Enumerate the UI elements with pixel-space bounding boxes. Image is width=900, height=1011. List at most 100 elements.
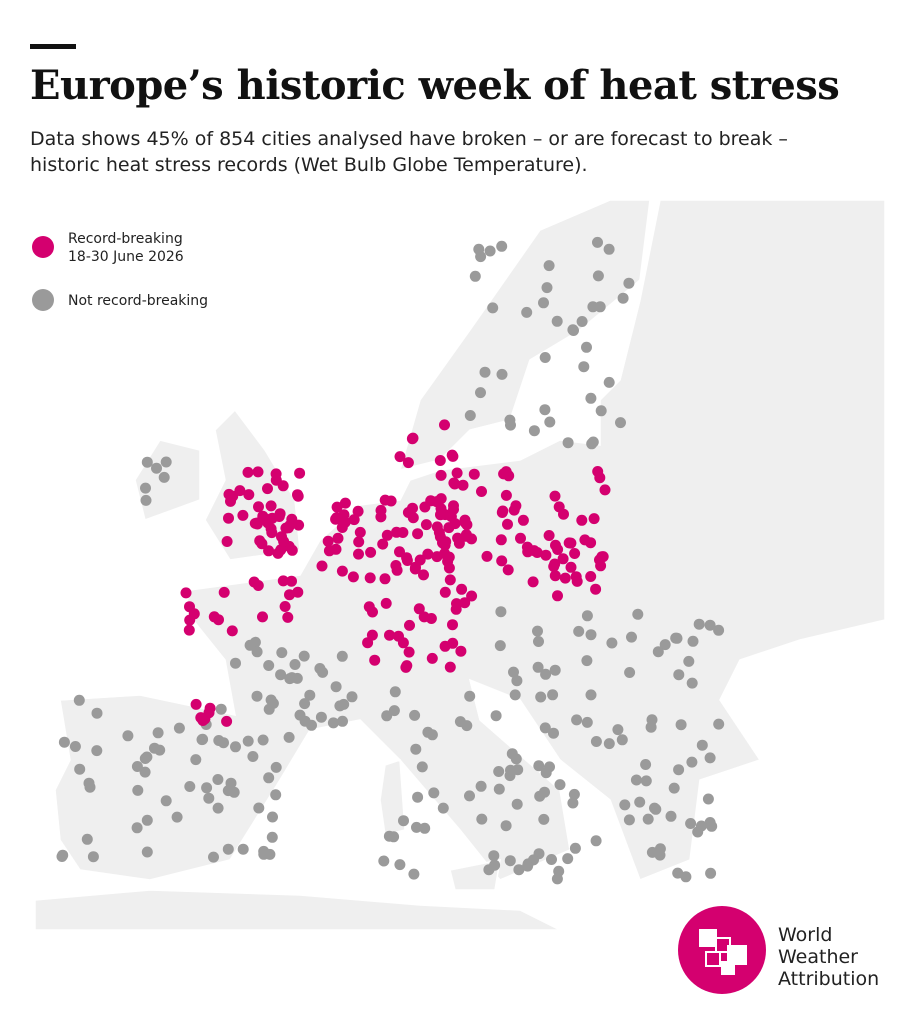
city-dot [654,849,666,861]
city-dot [552,590,563,602]
city-dot [435,493,447,505]
city-dot [685,818,697,829]
city-dot [286,672,298,684]
city-dot [576,514,588,526]
city-dot [595,405,607,417]
city-dot [149,742,160,754]
city-dot [581,610,593,622]
city-dot [457,479,469,491]
city-dot [366,629,378,641]
city-dot [632,608,644,620]
city-dot [208,611,220,623]
city-dot [451,467,463,479]
city-dot [615,417,626,429]
city-dot [299,698,311,710]
city-dot [218,586,230,598]
city-dot [277,480,289,492]
city-dot [459,597,471,609]
city-dot [626,631,637,643]
city-dot [347,571,359,583]
city-dot [215,703,227,715]
city-dot [353,548,364,560]
city-dot [571,714,583,726]
city-dot [435,509,446,521]
city-dot [490,710,502,722]
city-dot [704,817,716,828]
logo-square [699,929,717,947]
city-dot [91,707,103,719]
city-dot [532,661,544,673]
city-dot [407,432,419,444]
city-dot [586,438,598,450]
city-dot [212,802,224,814]
city-dot [419,822,431,834]
city-dot [448,477,460,489]
city-dot [562,437,574,449]
city-dot [511,798,523,810]
city-dot [254,535,266,547]
city-dot [251,690,263,702]
city-dot [203,792,215,804]
city-dot [619,799,631,811]
city-dot [412,791,424,803]
city-dot [394,451,406,463]
city-dot [476,813,488,825]
legend-swatch [32,236,54,258]
city-dot [522,860,534,872]
city-dot [252,466,264,478]
city-dot [388,705,400,717]
city-dot [702,793,714,805]
scandinavia [398,199,651,472]
city-dot [495,534,507,546]
city-dot [73,694,85,706]
city-dot [228,786,240,798]
city-dot [336,650,348,662]
city-dot [505,419,516,431]
city-dot [439,539,451,551]
city-dot [275,669,287,681]
title: Europe’s historic week of heat stress [30,62,840,109]
city-dot [230,741,241,753]
city-dot [539,722,551,734]
city-dot [230,657,241,669]
city-dot [439,419,450,431]
city-dot [466,533,477,545]
city-dot [420,519,432,531]
city-dot [646,714,658,726]
city-dot [237,509,249,521]
city-dot [414,554,426,566]
city-dot [283,731,295,743]
city-dot [527,576,539,588]
city-dot [265,500,277,512]
city-dot [554,779,566,791]
city-dot [416,761,428,773]
city-dot [410,743,422,755]
city-dot [476,486,487,497]
city-dot [379,573,391,585]
city-dot [173,722,185,734]
city-dot [444,661,456,673]
city-dot [87,851,99,863]
city-dot [547,689,559,701]
city-dot [504,855,516,867]
city-dot [267,697,279,709]
city-dot [208,851,219,863]
city-dot [581,341,592,353]
city-dot [502,564,514,576]
city-dot [279,601,291,612]
city-dot [528,425,540,437]
city-dot [469,270,481,282]
logo-text: World [778,924,832,946]
city-dot [549,664,561,676]
city-dot [294,467,306,479]
city-dot [535,691,547,703]
city-dot [447,637,459,649]
city-dot [407,502,418,514]
city-dot [713,624,725,636]
city-dot [411,821,422,833]
city-dot [592,236,603,248]
city-dot [500,820,512,832]
city-dot [293,519,305,531]
city-dot [243,489,255,501]
city-dot [276,647,288,659]
